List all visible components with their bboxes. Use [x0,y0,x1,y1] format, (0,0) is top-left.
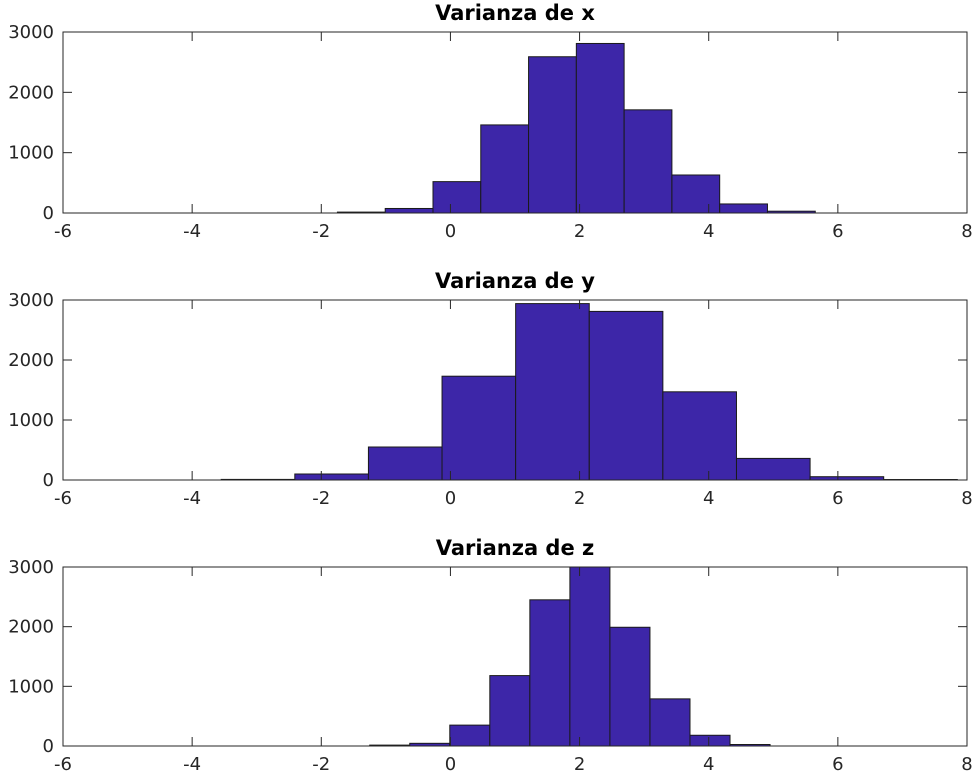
x-tick-label: -2 [312,754,330,775]
y-tick-label: 2000 [8,617,54,638]
y-tick-label: 1000 [8,410,54,431]
histogram-bar [449,724,491,747]
y-tick-label: 0 [43,203,54,224]
axes-border [62,31,968,214]
plot-title: Varianza de x [435,1,595,25]
x-tick-label: 2 [574,488,585,509]
subplot-varianza-y: Varianza de y -6 -4 -2 0 2 4 6 8 0 1000 2000 3000 [8,269,973,509]
x-tick-label: -4 [183,488,201,509]
x-tick-label: -4 [183,754,201,775]
x-tick-label: 6 [832,488,843,509]
x-tick-label: 8 [961,488,972,509]
histogram-bar [367,446,443,481]
histogram-bar [569,566,611,747]
axes-border [62,299,968,481]
x-tick-label: -2 [312,221,330,242]
x-tick-label: 0 [445,754,456,775]
y-tick-label: 1000 [8,143,54,164]
x-tick-label: 2 [574,221,585,242]
histogram-bar [441,375,517,481]
x-tick-label: 0 [445,221,456,242]
x-tick-label: 4 [703,488,714,509]
plot-title: Varianza de y [435,269,595,293]
x-tick-label: 6 [832,754,843,775]
y-tick-label: 3000 [8,557,54,578]
x-tick-label: 0 [445,488,456,509]
histogram-bar [689,734,731,747]
axes-border [62,566,968,747]
y-tick-label: 2000 [8,350,54,371]
histogram-bar [735,457,811,481]
x-tick-label: -6 [54,488,72,509]
subplot-varianza-x: Varianza de x -6 -4 -2 0 2 4 6 8 0 1000 2000 3000 [8,1,973,242]
histogram-bar [671,174,721,214]
y-tick-label: 0 [43,470,54,491]
histogram-bar [588,310,664,481]
histogram-bar [528,56,577,214]
histogram-bar [719,203,768,214]
histogram-bar [609,626,651,747]
histogram-bar [649,698,691,747]
histogram-bar [515,303,590,481]
histogram-bar [529,599,571,747]
y-tick-label: 0 [43,736,54,757]
histogram-bar [575,42,625,214]
histogram-bar [623,109,673,214]
x-tick-label: -4 [183,221,201,242]
x-tick-label: 8 [961,754,972,775]
y-tick-label: 3000 [8,22,54,43]
y-tick-label: 3000 [8,290,54,311]
histogram-bar [662,391,737,481]
x-tick-label: 6 [832,221,843,242]
histogram-bar [384,207,434,214]
x-tick-label: 2 [574,754,585,775]
x-tick-label: -2 [312,488,330,509]
plot-title: Varianza de z [436,536,594,560]
x-tick-label: 8 [961,221,972,242]
x-tick-label: 4 [703,754,714,775]
histogram-bar [489,675,531,747]
x-tick-label: -6 [54,221,72,242]
histogram-bar [294,473,369,481]
histogram-bar [480,124,530,214]
x-tick-label: -6 [54,754,72,775]
y-tick-label: 1000 [8,676,54,697]
subplot-varianza-z: Varianza de z -6 -4 -2 0 2 4 6 8 0 1000 2000 3000 [8,536,973,775]
y-tick-label: 2000 [8,82,54,103]
histogram-bar [432,181,482,214]
x-tick-label: 4 [703,221,714,242]
